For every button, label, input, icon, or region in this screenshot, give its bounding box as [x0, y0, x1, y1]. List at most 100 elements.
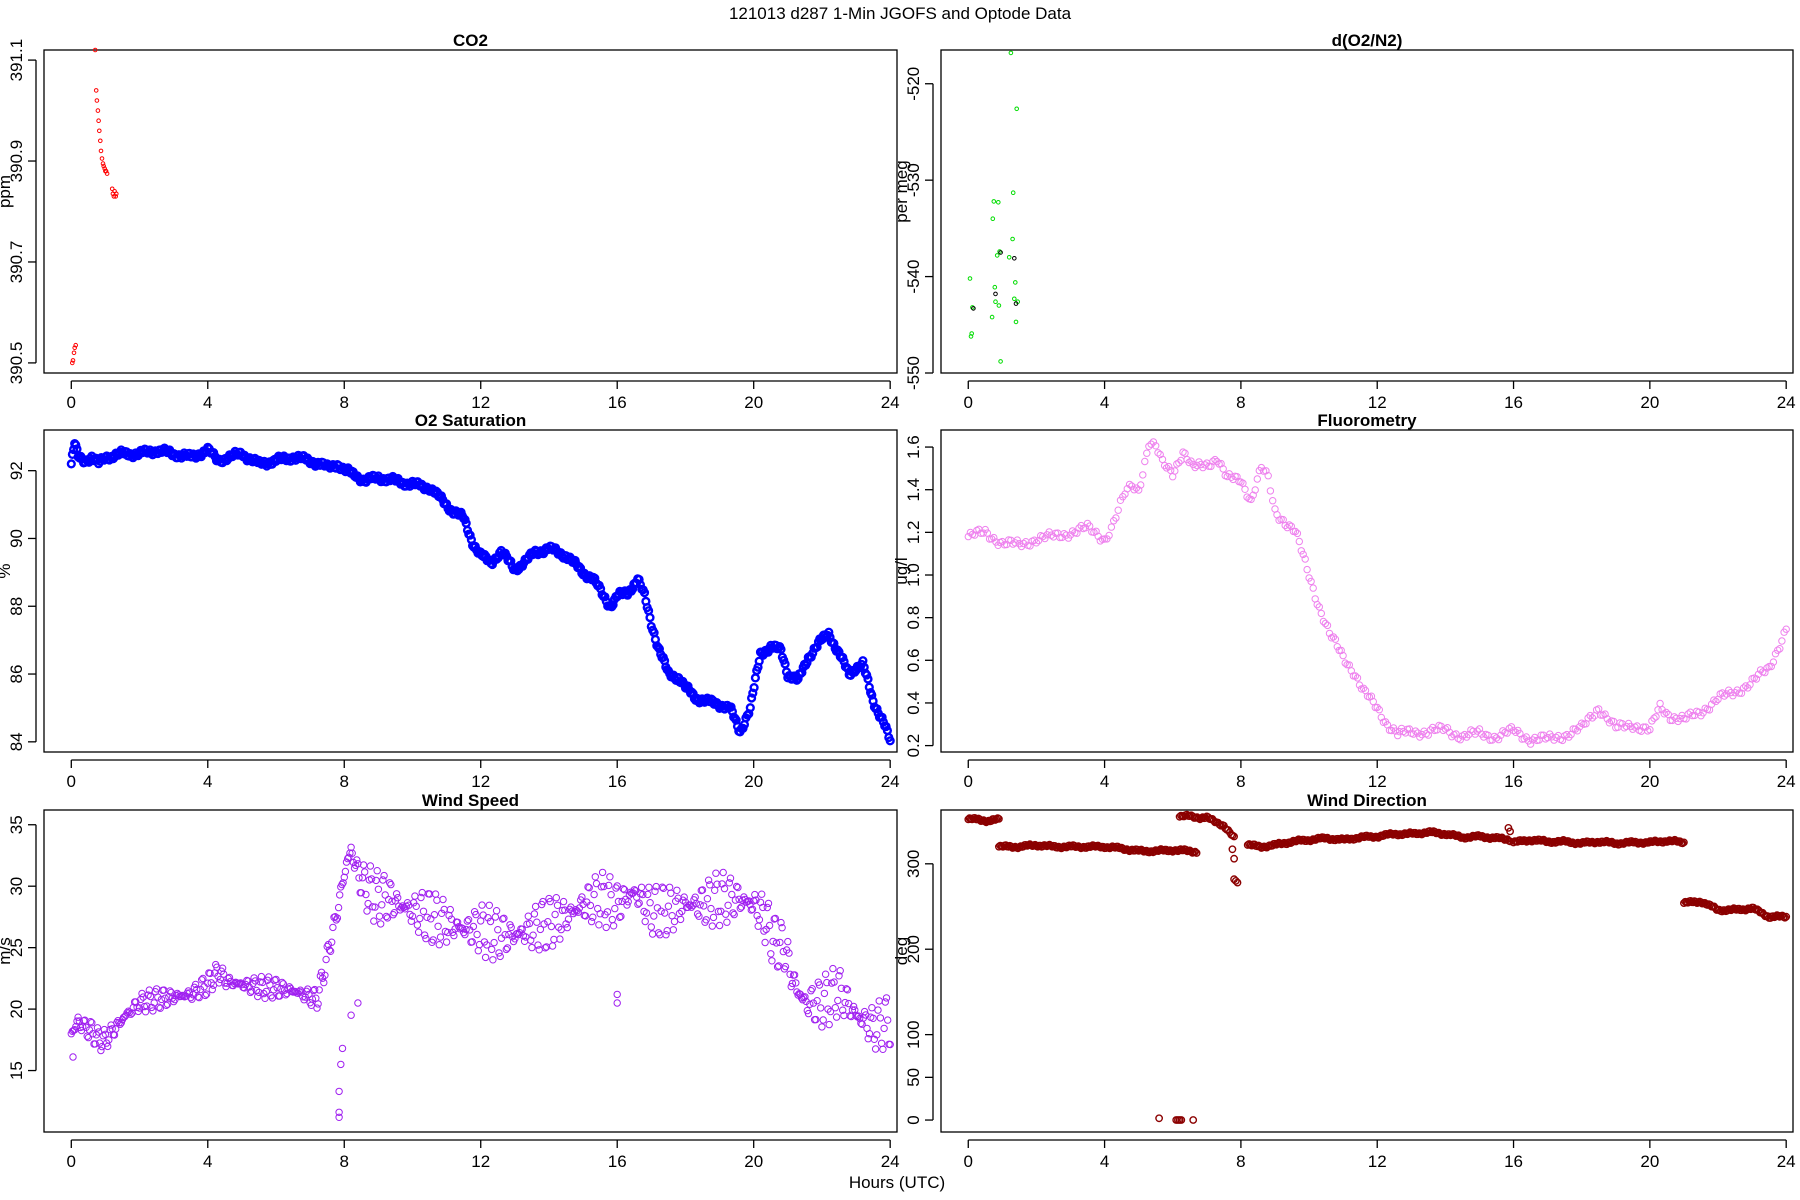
x-tick-label: 4	[1100, 772, 1109, 791]
data-point	[534, 941, 542, 949]
data-point	[581, 912, 590, 920]
data-point	[869, 1014, 877, 1022]
data-point	[1032, 539, 1041, 547]
data-point	[429, 936, 437, 944]
data-point	[1313, 600, 1321, 609]
data-point	[438, 909, 446, 917]
data-point	[768, 957, 776, 965]
data-point	[587, 917, 596, 926]
data-point	[623, 901, 631, 909]
data-point	[315, 986, 323, 994]
data-point	[1181, 449, 1189, 457]
data-point	[189, 991, 197, 999]
data-point	[1147, 440, 1155, 448]
data-point	[1303, 565, 1311, 574]
data-point	[1347, 667, 1356, 675]
data-point	[100, 1025, 109, 1034]
data-point	[1321, 619, 1330, 628]
data-point	[541, 944, 549, 952]
data-point	[1177, 1116, 1186, 1124]
data-point	[823, 978, 831, 987]
plot-frame	[43, 429, 898, 753]
data-point	[848, 1006, 857, 1014]
data-point	[1329, 633, 1338, 641]
x-tick-label: 20	[744, 1152, 763, 1171]
data-point	[1526, 740, 1535, 748]
y-tick-label: 92	[7, 461, 26, 480]
data-point	[390, 909, 398, 917]
data-point	[297, 988, 306, 996]
data-point	[473, 930, 481, 939]
data-point	[616, 913, 624, 921]
data-point	[72, 345, 77, 351]
x-tick-label: 24	[1777, 1152, 1796, 1171]
data-point	[540, 920, 548, 928]
data-point	[367, 875, 376, 883]
data-point	[561, 906, 569, 914]
data-point	[105, 1036, 113, 1044]
data-point	[483, 941, 491, 949]
data-point	[600, 592, 610, 602]
data-point	[765, 921, 774, 930]
x-tick-label: 20	[1640, 393, 1659, 412]
data-point	[328, 938, 336, 946]
data-point	[745, 897, 753, 905]
data-point	[469, 922, 478, 931]
data-point	[730, 910, 738, 919]
data-point	[154, 993, 162, 1001]
data-point	[849, 1002, 858, 1011]
data-point	[1056, 533, 1064, 542]
data-point	[584, 883, 592, 891]
data-point	[361, 868, 369, 876]
data-point	[808, 985, 816, 993]
data-point	[797, 667, 807, 678]
data-point	[838, 652, 848, 663]
data-point	[96, 118, 101, 123]
data-point	[771, 914, 779, 923]
data-point	[559, 897, 568, 906]
data-point	[1034, 536, 1043, 545]
data-point	[1601, 710, 1609, 718]
data-point	[590, 573, 600, 583]
data-point	[529, 931, 537, 939]
y-tick-label: 100	[904, 1020, 923, 1048]
data-point	[1264, 472, 1272, 480]
data-point	[1662, 708, 1670, 717]
data-point	[320, 978, 328, 987]
data-point	[755, 916, 764, 924]
data-point	[269, 986, 278, 994]
data-point	[1295, 537, 1304, 546]
x-tick-label: 8	[1236, 772, 1245, 791]
x-tick-label: 12	[1368, 772, 1387, 791]
data-point	[1165, 462, 1173, 471]
data-point	[613, 882, 621, 890]
x-tick-label: 4	[1100, 1152, 1109, 1171]
data-point	[1010, 190, 1016, 195]
data-point	[1013, 319, 1019, 325]
data-point	[309, 986, 318, 995]
data-point	[993, 291, 998, 297]
data-point	[179, 992, 188, 1000]
data-point	[1213, 457, 1221, 466]
data-point	[1253, 475, 1262, 483]
data-point	[94, 98, 100, 103]
data-point	[1452, 730, 1460, 738]
data-point	[831, 1004, 839, 1012]
data-point	[335, 1087, 343, 1096]
data-point	[985, 535, 994, 543]
data-point	[813, 997, 821, 1005]
data-point	[614, 897, 623, 906]
data-point	[216, 975, 225, 984]
data-point	[722, 910, 730, 918]
data-point	[430, 911, 439, 919]
data-point	[1301, 555, 1309, 563]
data-point	[1337, 646, 1345, 655]
data-point	[1006, 254, 1012, 260]
data-point	[88, 1019, 96, 1027]
data-point	[442, 938, 451, 946]
data-point	[155, 1003, 163, 1011]
data-point	[407, 917, 415, 925]
data-point	[335, 1113, 343, 1122]
data-point	[417, 893, 425, 902]
data-point	[1047, 531, 1056, 539]
